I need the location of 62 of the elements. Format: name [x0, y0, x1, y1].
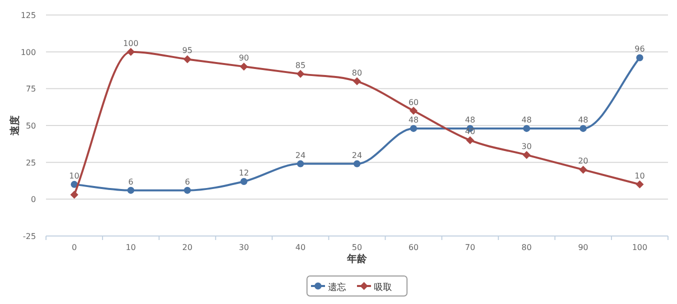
- data-label: 24: [295, 150, 306, 160]
- data-label: 48: [522, 115, 532, 124]
- point: [410, 106, 418, 115]
- x-axis-title: 年龄: [346, 253, 368, 265]
- point: [240, 178, 248, 185]
- data-label: 48: [464, 115, 476, 124]
- point: [70, 190, 78, 199]
- point: [523, 124, 530, 132]
- point: [636, 180, 644, 188]
- data-label: 20: [578, 156, 588, 166]
- point: [184, 186, 191, 194]
- point: [580, 124, 587, 132]
- y-axis-title: 速度: [9, 116, 21, 136]
- data-label: 100: [123, 38, 138, 48]
- data-label: 90: [238, 54, 250, 63]
- point: [126, 48, 135, 56]
- y-tick-label: 50: [26, 122, 36, 130]
- point: [353, 77, 361, 86]
- legend-label: 吸取: [374, 282, 392, 293]
- x-tick-label: 40: [295, 243, 306, 252]
- point: [354, 160, 360, 168]
- x-tick-label: 10: [126, 243, 136, 252]
- point: [240, 62, 248, 71]
- data-label: 10: [634, 171, 645, 180]
- x-tick-label: 80: [522, 243, 532, 252]
- data-label: 6: [184, 177, 190, 186]
- data-label: 80: [352, 68, 362, 78]
- y-tick-label: 100: [20, 48, 36, 57]
- point: [296, 70, 304, 78]
- x-tick-label: 90: [578, 243, 588, 252]
- x-tick-label: 100: [632, 243, 648, 252]
- y-tick-label: 125: [20, 11, 36, 20]
- data-label: 30: [522, 142, 532, 151]
- x-tick-label: 70: [464, 243, 476, 252]
- x-tick-label: 60: [408, 243, 419, 252]
- legend-label: 遗忘: [328, 282, 346, 293]
- data-label: 6: [128, 177, 134, 186]
- data-label: 60: [408, 98, 419, 107]
- point: [522, 150, 531, 159]
- x-tick-label: 0: [72, 243, 77, 252]
- point: [466, 136, 474, 144]
- point: [296, 160, 304, 168]
- y-tick-label: 75: [26, 84, 36, 94]
- data-label: 85: [295, 60, 306, 70]
- data-label: 12: [238, 168, 250, 178]
- data-label: 10: [69, 171, 80, 180]
- data-label: 24: [352, 150, 362, 160]
- point: [579, 166, 588, 174]
- y-tick-label: 25: [26, 158, 36, 168]
- x-tick-label: 30: [238, 243, 250, 252]
- data-label: 48: [578, 115, 588, 124]
- data-label: 95: [182, 46, 192, 56]
- point: [636, 54, 644, 62]
- y-tick-label: -25: [22, 232, 36, 241]
- data-label: 96: [634, 44, 645, 54]
- x-tick-label: 50: [352, 243, 362, 252]
- y-tick-label: 0: [30, 195, 36, 204]
- point: [127, 186, 134, 194]
- data-label: 48: [408, 115, 419, 124]
- x-tick-label: 20: [182, 243, 192, 252]
- point: [183, 55, 192, 64]
- point: [410, 124, 418, 132]
